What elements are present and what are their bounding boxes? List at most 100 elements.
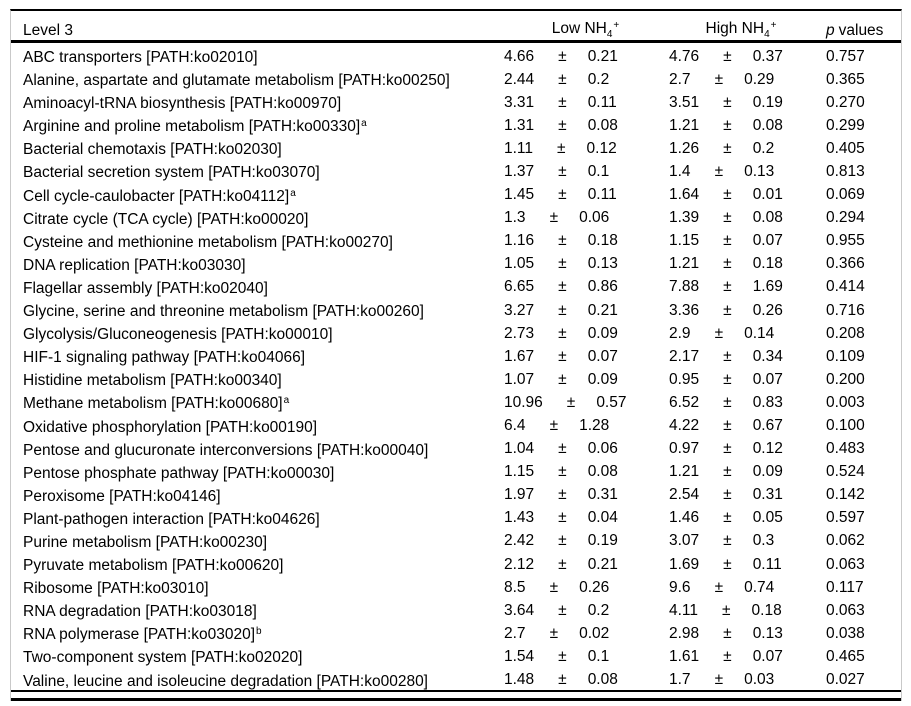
- high-mean: 2.7: [669, 70, 691, 88]
- plus-minus-sign: ±: [723, 624, 732, 642]
- low-mean: 6.4: [504, 417, 526, 434]
- high-nh4-value-cell: 1.21 ±0.08: [668, 114, 826, 137]
- pathway-name: Ribosome [PATH:ko03010]: [23, 580, 209, 598]
- p-value-cell: 0.757: [826, 47, 865, 65]
- low-sd: 0.86: [587, 278, 618, 296]
- low-mean: 3.31: [504, 93, 535, 111]
- high-nh4-value-cell: 1.21 ±0.09: [668, 460, 826, 483]
- p-value-cell: 0.716: [826, 301, 865, 319]
- high-nh4-value-cell: 2.9 ±0.14: [668, 322, 826, 345]
- plus-minus-sign: ±: [558, 278, 567, 296]
- low-mean: 6.65: [504, 278, 535, 296]
- table-row: Valine, leucine and isoleucine degradati…: [11, 667, 901, 690]
- low-sd: 0.19: [587, 532, 618, 550]
- low-mean: 4.66: [504, 47, 535, 65]
- footnote-marker: a: [283, 395, 290, 407]
- pathway-name: Flagellar assembly [PATH:ko02040]: [23, 279, 268, 297]
- high-nh4-value-cell: 0.95 ±0.07: [668, 368, 826, 391]
- plus-minus-sign: ±: [723, 209, 732, 227]
- p-value-cell: 0.366: [826, 255, 865, 273]
- low-nh4-value-cell: 1.45 ±0.11: [503, 183, 668, 206]
- col-header-pvalues: p values: [826, 16, 901, 45]
- high-sd: 0.03: [744, 671, 775, 689]
- low-mean: 1.97: [504, 486, 535, 504]
- p-value-cell: 0.299: [826, 116, 865, 134]
- p-value-cell: 0.270: [826, 93, 865, 111]
- low-sd: 0.1: [587, 162, 610, 180]
- pathway-name: Histidine metabolism [PATH:ko00340]: [23, 372, 282, 390]
- high-mean: 0.97: [669, 440, 700, 458]
- low-sd: 0.13: [587, 255, 618, 273]
- table-row: HIF-1 signaling pathway [PATH:ko04066] 1…: [11, 343, 901, 369]
- low-nh4-value-cell: 1.16 ±0.18: [503, 229, 668, 252]
- low-mean: 1.16: [504, 232, 535, 250]
- high-sd: 0.07: [752, 647, 783, 665]
- low-nh4-value-cell: 2.7 ±0.02: [503, 622, 668, 645]
- col-header-level3: Level 3: [11, 16, 503, 45]
- high-nh4-value-cell: 1.46 ±0.05: [668, 506, 826, 529]
- low-mean: 10.96: [504, 393, 543, 411]
- pathway-name-cell: Cell cycle-caulobacter [PATH:ko04112]a: [11, 182, 503, 208]
- pathway-name-cell: Peroxisome [PATH:ko04146]: [11, 482, 503, 508]
- high-sd: 0.07: [752, 232, 783, 250]
- formula-subscript: 4: [764, 29, 770, 40]
- table-row: Purine metabolism [PATH:ko00230] 2.42 ±0.…: [11, 528, 901, 551]
- plus-minus-sign: ±: [558, 162, 567, 180]
- high-mean: 3.07: [669, 532, 700, 550]
- low-nh4-value-cell: 1.67 ±0.07: [503, 345, 668, 368]
- table-row: Cell cycle-caulobacter [PATH:ko04112]a 1…: [11, 182, 901, 205]
- low-nh4-value-cell: 6.65 ±0.86: [503, 275, 668, 298]
- high-sd: 0.74: [744, 578, 775, 596]
- pathway-name: HIF-1 signaling pathway [PATH:ko04066]: [23, 349, 306, 367]
- low-nh4-value-cell: 1.15 ±0.08: [503, 460, 668, 483]
- low-mean: 1.15: [504, 463, 535, 481]
- low-sd: 0.57: [596, 393, 627, 411]
- low-nh4-value-cell: 1.48 ±0.08: [503, 668, 668, 691]
- p-value-cell: 0.117: [826, 578, 864, 596]
- low-mean: 1.31: [504, 116, 535, 134]
- high-sd: 0.19: [752, 93, 783, 111]
- table-row: Plant-pathogen interaction [PATH:ko04626…: [11, 505, 901, 528]
- table-row: Bacterial secretion system [PATH:ko03070…: [11, 158, 901, 183]
- low-nh4-label: Low NH: [551, 20, 607, 37]
- pathway-name: Pentose and glucuronate interconversions…: [23, 441, 429, 459]
- high-mean: 1.15: [669, 232, 700, 250]
- table-row: Aminoacyl-tRNA biosynthesis [PATH:ko0097…: [11, 89, 901, 113]
- high-mean: 2.9: [669, 324, 691, 342]
- high-mean: 2.98: [669, 624, 700, 642]
- p-value-cell: 0.955: [826, 232, 865, 250]
- pathway-name-cell: Histidine metabolism [PATH:ko00340]: [11, 366, 503, 392]
- pathway-name-cell: HIF-1 signaling pathway [PATH:ko04066]: [11, 343, 503, 369]
- high-sd: 0.12: [752, 440, 783, 458]
- plus-minus-sign: ±: [723, 555, 732, 573]
- plus-minus-sign: ±: [558, 255, 567, 273]
- high-nh4-value-cell: 4.11 ±0.18: [668, 599, 826, 622]
- low-sd: 0.11: [587, 186, 617, 204]
- low-nh4-value-cell: 1.37 ±0.1: [503, 160, 668, 183]
- high-sd: 0.67: [752, 417, 783, 434]
- pathway-name: Glycine, serine and threonine metabolism…: [23, 303, 424, 321]
- p-value-cell: 0.027: [826, 671, 865, 689]
- high-sd: 0.26: [752, 301, 783, 319]
- p-value-cell: 0.069: [826, 186, 865, 204]
- high-mean: 1.4: [669, 162, 691, 180]
- plus-minus-sign: ±: [549, 624, 559, 642]
- high-sd: 0.31: [752, 486, 783, 504]
- plus-minus-sign: ±: [558, 232, 567, 250]
- low-sd: 0.02: [579, 624, 610, 642]
- low-nh4-value-cell: 10.96 ±0.57: [503, 391, 668, 414]
- high-mean: 3.51: [669, 93, 700, 111]
- high-mean: 1.26: [669, 139, 700, 157]
- high-mean: 1.21: [669, 255, 700, 273]
- pathway-name-cell: Methane metabolism [PATH:ko00680]a: [11, 389, 503, 415]
- low-mean: 2.44: [504, 70, 535, 88]
- low-nh4-value-cell: 1.05 ±0.13: [503, 252, 668, 275]
- footnote-marker: a: [290, 187, 296, 199]
- high-nh4-value-cell: 2.54 ±0.31: [668, 483, 826, 506]
- plus-minus-sign: ±: [714, 578, 724, 596]
- plus-minus-sign: ±: [723, 255, 732, 273]
- plus-minus-sign: ±: [549, 578, 559, 596]
- plus-minus-sign: ±: [558, 486, 567, 504]
- p-value-cell: 0.142: [826, 486, 865, 504]
- low-nh4-value-cell: 1.3 ±0.06: [503, 206, 668, 229]
